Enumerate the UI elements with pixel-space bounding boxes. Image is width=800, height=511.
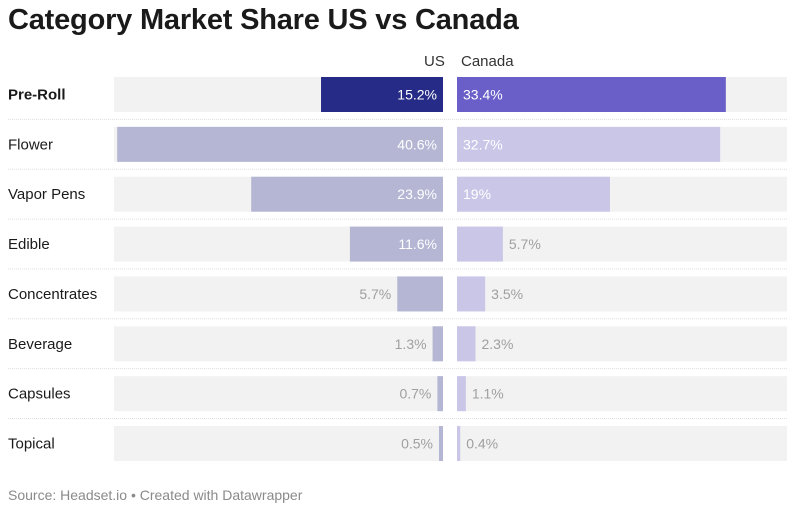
us-bar-edible <box>349 226 443 262</box>
canada-bar-beverage <box>457 326 476 362</box>
canada-value-label-pre-roll: 33.4% <box>463 87 503 103</box>
canada-track-concentrates <box>457 276 787 312</box>
canada-bar-vapor-pens <box>457 176 610 212</box>
us-bar-beverage <box>432 326 443 362</box>
category-label-edible: Edible <box>8 236 50 253</box>
canada-bar-topical <box>457 426 461 462</box>
canada-value-label-vapor-pens: 19% <box>463 186 491 202</box>
us-track-beverage <box>114 326 443 362</box>
canada-value-label-edible: 5.7% <box>509 236 541 252</box>
category-label-vapor-pens: Vapor Pens <box>8 186 85 203</box>
us-track-concentrates <box>114 276 443 312</box>
canada-value-label-beverage: 2.3% <box>482 336 514 352</box>
category-label-flower: Flower <box>8 136 53 153</box>
canada-value-label-concentrates: 3.5% <box>491 286 523 302</box>
us-value-label-topical: 0.5% <box>401 436 433 452</box>
us-track-topical <box>114 426 443 462</box>
us-value-label-vapor-pens: 23.9% <box>397 186 437 202</box>
canada-track-edible <box>457 226 787 262</box>
canada-bar-pre-roll <box>457 77 726 112</box>
canada-track-topical <box>457 426 787 462</box>
us-bar-topical <box>438 426 443 462</box>
canada-bar-concentrates <box>457 276 486 312</box>
market-share-chart: Pre-Roll 15.2% 33.4% Flower 40.6% 32.7% Vapor … <box>8 77 787 462</box>
us-value-label-edible: 11.6% <box>398 236 437 252</box>
canada-bar-capsules <box>457 376 466 412</box>
us-value-label-concentrates: 5.7% <box>359 286 391 302</box>
category-label-topical: Topical <box>8 436 55 453</box>
canada-value-label-flower: 32.7% <box>463 136 503 152</box>
us-column-header: US <box>424 53 445 70</box>
canada-column-header: Canada <box>461 53 514 70</box>
category-label-beverage: Beverage <box>8 336 72 353</box>
canada-value-label-topical: 0.4% <box>466 436 498 452</box>
source-note: Source: Headset.io • Created with Datawr… <box>8 487 303 503</box>
canada-value-label-capsules: 1.1% <box>472 386 504 402</box>
canada-bar-edible <box>457 226 503 262</box>
canada-track-beverage <box>457 326 787 362</box>
us-value-label-flower: 40.6% <box>397 136 437 152</box>
us-bar-capsules <box>437 376 443 412</box>
us-track-capsules <box>114 376 443 412</box>
us-value-label-capsules: 0.7% <box>399 386 431 402</box>
category-label-concentrates: Concentrates <box>8 286 97 303</box>
category-label-pre-roll: Pre-Roll <box>8 87 66 104</box>
canada-track-capsules <box>457 376 787 412</box>
us-bar-pre-roll <box>321 77 443 112</box>
us-bar-vapor-pens <box>251 176 443 212</box>
canada-bar-flower <box>457 126 721 162</box>
us-value-label-beverage: 1.3% <box>395 336 427 352</box>
us-bar-flower <box>117 126 444 162</box>
us-bar-concentrates <box>397 276 443 312</box>
chart-title: Category Market Share US vs Canada <box>8 4 519 36</box>
us-value-label-pre-roll: 15.2% <box>397 87 437 103</box>
category-label-capsules: Capsules <box>8 386 71 403</box>
